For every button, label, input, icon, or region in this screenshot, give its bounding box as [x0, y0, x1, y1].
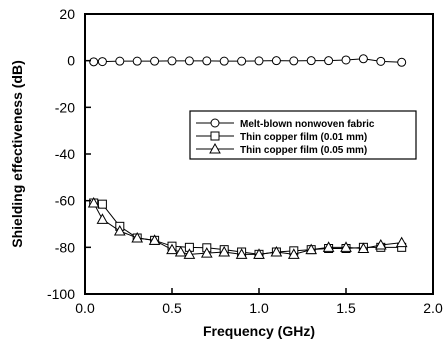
- data-point-copper-005: [148, 234, 161, 245]
- data-point-fabric: [358, 54, 368, 64]
- data-point-fabric: [237, 56, 247, 66]
- data-point-copper-005: [357, 242, 370, 253]
- legend-label-copper-001: Thin copper film (0.01 mm): [240, 132, 367, 143]
- data-point-fabric: [132, 56, 142, 66]
- data-point-fabric: [306, 56, 316, 66]
- data-point-copper-005: [322, 241, 335, 252]
- x-tick-label: 2.0: [423, 300, 443, 316]
- y-tick-label: -60: [55, 193, 75, 209]
- data-point-copper-005: [113, 224, 126, 236]
- data-point-copper-005: [270, 245, 283, 257]
- y-tick-label: -100: [47, 286, 75, 302]
- y-tick-label: -40: [55, 146, 75, 162]
- legend-box: [189, 110, 417, 160]
- chart-marks: [87, 54, 408, 259]
- data-point-copper-005: [183, 248, 196, 259]
- legend-marker-fabric: [210, 118, 220, 128]
- data-point-fabric: [115, 56, 125, 66]
- data-point-copper-005: [166, 243, 178, 255]
- data-point-copper-005: [96, 213, 109, 224]
- x-tick-label: 1.0: [249, 300, 269, 316]
- data-point-copper-005: [174, 245, 187, 257]
- data-point-fabric: [289, 56, 299, 66]
- data-point-fabric: [376, 56, 386, 66]
- data-point-fabric: [97, 57, 107, 67]
- data-point-copper-005: [235, 248, 248, 259]
- y-tick-label: -20: [55, 99, 75, 115]
- y-tick-label: -80: [55, 239, 75, 255]
- data-point-copper-005: [395, 236, 408, 248]
- x-tick-label: 1.5: [336, 300, 356, 316]
- data-point-copper-005: [305, 243, 318, 255]
- data-point-copper-005: [287, 248, 300, 259]
- x-tick-label: 0.0: [75, 300, 95, 316]
- data-point-fabric: [167, 56, 177, 66]
- data-point-copper-005: [374, 238, 387, 250]
- y-tick-label: 20: [59, 6, 75, 22]
- legend-label-fabric: Melt-blown nonwoven fabric: [240, 119, 375, 130]
- series-copper-001: [89, 198, 407, 259]
- data-point-fabric: [150, 56, 160, 66]
- data-point-fabric: [324, 56, 334, 66]
- data-point-copper-005: [200, 247, 213, 258]
- legend: Melt-blown nonwoven fabric Thin copper f…: [189, 110, 417, 160]
- data-point-fabric: [202, 56, 212, 66]
- data-point-fabric: [219, 56, 229, 66]
- data-point-copper-005: [218, 245, 231, 257]
- data-point-fabric: [271, 56, 281, 66]
- legend-marker-copper-001: [210, 131, 220, 141]
- data-point-fabric: [397, 57, 407, 67]
- x-axis-title: Frequency (GHz): [203, 323, 315, 339]
- axis-ticks: 0.0 0.5 1.0 1.5 2.0 20 0 -20 -40 -60 -80 -100: [47, 6, 443, 316]
- y-axis-title: Shielding effectiveness (dB): [9, 60, 25, 247]
- data-point-copper-005: [253, 248, 265, 259]
- series-fabric: [89, 54, 407, 67]
- x-tick-label: 0.5: [162, 300, 182, 316]
- data-point-fabric: [254, 56, 264, 66]
- data-point-copper-005: [87, 196, 100, 208]
- data-point-copper-001: [97, 199, 107, 209]
- legend-marker-copper-005: [209, 142, 221, 154]
- data-point-fabric: [341, 55, 351, 65]
- data-point-copper-005: [131, 231, 144, 243]
- data-point-fabric: [89, 57, 99, 67]
- legend-label-copper-005: Thin copper film (0.05 mm): [240, 145, 367, 156]
- data-point-copper-005: [340, 241, 352, 252]
- series-copper-005: [87, 196, 408, 259]
- data-point-fabric: [184, 56, 194, 66]
- y-tick-label: 0: [67, 53, 75, 69]
- series-line-copper-005: [93, 202, 402, 255]
- series-line-copper-001: [93, 202, 402, 255]
